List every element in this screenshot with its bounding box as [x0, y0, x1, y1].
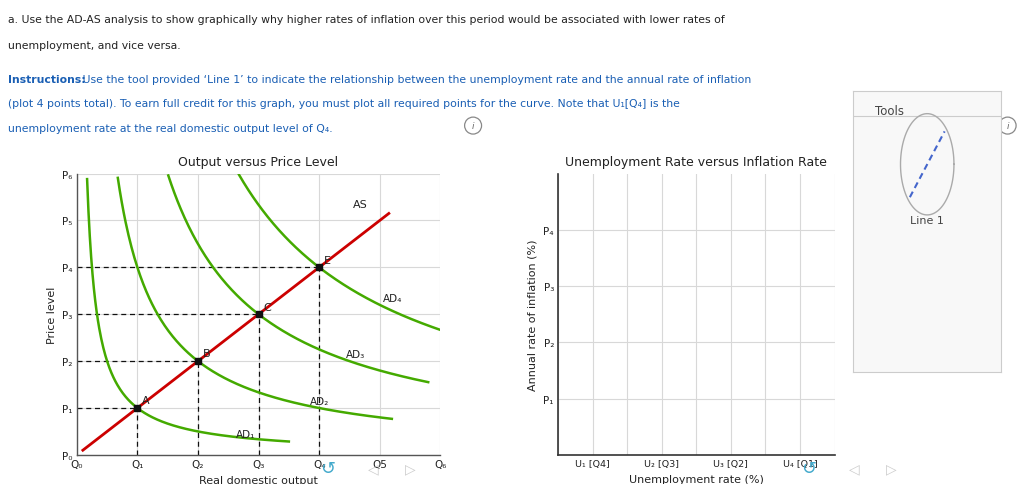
Text: a. Use the AD-AS analysis to show graphically why higher rates of inflation over: a. Use the AD-AS analysis to show graphi… — [8, 15, 725, 25]
Text: AD₄: AD₄ — [383, 293, 402, 303]
Text: ↺: ↺ — [319, 459, 335, 477]
Text: ▷: ▷ — [406, 461, 416, 475]
Text: A: A — [142, 395, 150, 406]
Text: unemployment, and vice versa.: unemployment, and vice versa. — [8, 41, 181, 51]
Text: i: i — [1007, 122, 1009, 131]
Text: Use the tool provided ‘Line 1’ to indicate the relationship between the unemploy: Use the tool provided ‘Line 1’ to indica… — [79, 75, 751, 85]
Text: AS: AS — [352, 200, 368, 210]
Text: ▷: ▷ — [887, 461, 897, 475]
Y-axis label: Annual rate of inflation (%): Annual rate of inflation (%) — [527, 239, 538, 390]
Text: E: E — [324, 255, 331, 265]
Text: Tools: Tools — [876, 105, 904, 118]
Text: ◁: ◁ — [368, 461, 378, 475]
Title: Unemployment Rate versus Inflation Rate: Unemployment Rate versus Inflation Rate — [565, 156, 827, 169]
X-axis label: Real domestic output: Real domestic output — [199, 475, 318, 484]
Text: AD₃: AD₃ — [346, 349, 366, 360]
Text: C: C — [263, 302, 271, 312]
Title: Output versus Price Level: Output versus Price Level — [178, 156, 339, 169]
Text: ◁: ◁ — [849, 461, 859, 475]
Text: (plot 4 points total). To earn full credit for this graph, you must plot all req: (plot 4 points total). To earn full cred… — [8, 99, 680, 109]
Text: AD₂: AD₂ — [310, 396, 330, 407]
Text: Line 1: Line 1 — [910, 215, 944, 226]
Text: ↺: ↺ — [801, 459, 816, 477]
Text: unemployment rate at the real domestic output level of Q₄.: unemployment rate at the real domestic o… — [8, 123, 333, 134]
Text: AD₁: AD₁ — [236, 429, 255, 439]
Text: i: i — [472, 122, 474, 131]
Text: B: B — [203, 349, 211, 359]
X-axis label: Unemployment rate (%): Unemployment rate (%) — [629, 474, 764, 484]
Text: Instructions:: Instructions: — [8, 75, 86, 85]
Y-axis label: Price level: Price level — [46, 286, 56, 343]
